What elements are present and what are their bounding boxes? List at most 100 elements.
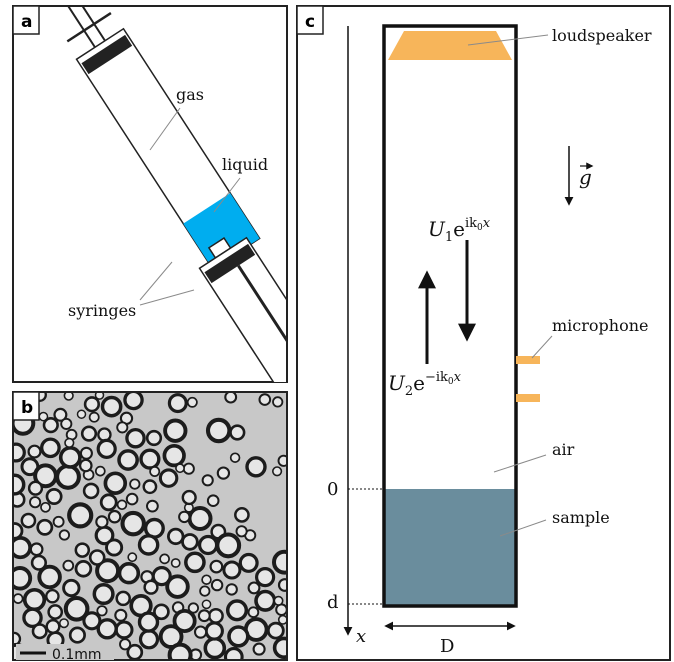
bubble: [235, 525, 248, 538]
bubble: [14, 593, 24, 604]
bubble: [33, 463, 58, 489]
bubble: [45, 488, 63, 505]
bubble: [97, 427, 112, 442]
bubble: [79, 446, 93, 460]
bubble: [210, 578, 224, 592]
bubble: [272, 636, 286, 659]
scale-bar-label: 0.1mm: [52, 647, 102, 662]
bubble: [272, 466, 283, 477]
bubble: [114, 620, 134, 640]
bubble: [100, 395, 123, 418]
bubble: [31, 623, 48, 640]
bubble: [186, 396, 198, 408]
bubble: [193, 625, 208, 639]
bubble: [37, 564, 62, 590]
bubble: [58, 529, 71, 541]
bubble: [88, 549, 106, 566]
bubble: [67, 502, 94, 529]
width-label: D: [440, 636, 454, 657]
bubble: [27, 444, 42, 459]
bubble: [209, 559, 224, 574]
bubble: [146, 499, 159, 513]
bubble: [119, 638, 132, 651]
label-microphone: microphone: [552, 316, 648, 335]
bubble: [247, 606, 260, 619]
bubble: [224, 393, 238, 404]
bubble: [45, 588, 60, 604]
bubble: [14, 473, 26, 496]
bubble: [82, 482, 100, 500]
panel-c-frame: [296, 5, 671, 661]
bubble: [62, 578, 81, 598]
bubble: [145, 429, 163, 447]
microphone-2: [516, 394, 540, 402]
bubble: [74, 542, 91, 558]
bubble: [125, 492, 139, 506]
bubble: [143, 579, 159, 595]
bubble: [187, 602, 199, 614]
bubble: [114, 608, 128, 622]
bubble: [42, 417, 59, 434]
bubble: [153, 603, 170, 621]
bubble: [52, 515, 65, 528]
impedance-tube: [382, 24, 518, 608]
bubble: [234, 507, 250, 523]
bubble: [198, 534, 219, 556]
label-air: air: [552, 440, 575, 459]
bubble: [96, 605, 108, 617]
bubble: [117, 561, 141, 585]
bubble: [201, 599, 212, 610]
bubble: [64, 437, 75, 449]
bubble: [58, 618, 69, 629]
bubble: [178, 510, 191, 524]
bubble: [99, 493, 118, 512]
bubble: [20, 512, 37, 529]
axis-d-label: d: [327, 592, 339, 613]
x-axis-label: x: [356, 626, 366, 647]
bubble: [14, 522, 24, 540]
bubble: [272, 396, 284, 408]
bubble: [184, 551, 206, 574]
bubble: [117, 449, 139, 471]
bubble: [165, 574, 190, 599]
bubble: [205, 417, 232, 444]
bubble: [172, 609, 197, 634]
bubble: [27, 480, 44, 496]
panel-b-letter: b: [21, 398, 33, 418]
bubble: [80, 425, 98, 442]
bubble: [76, 409, 87, 419]
bubble: [167, 393, 188, 414]
bubble-field: [14, 393, 286, 659]
panel-a: gas liquid syringes a: [12, 5, 288, 383]
bubble: [203, 636, 227, 659]
bubble: [62, 559, 75, 572]
bubble: [163, 418, 188, 443]
bubble: [126, 643, 144, 659]
bubble: [94, 393, 105, 400]
bubble: [116, 421, 129, 434]
bubble: [138, 629, 160, 650]
leader-loudspeaker: [467, 34, 549, 46]
loudspeaker: [388, 31, 512, 60]
panel-c: c x loudspeaker microphone air sample g …: [296, 5, 671, 661]
bubble: [96, 618, 118, 640]
bubble: [255, 566, 276, 588]
bubble: [258, 393, 272, 406]
bubble: [74, 559, 93, 578]
bubble: [129, 478, 141, 490]
incident-wave-label: U1eik0x: [428, 216, 491, 245]
bubble: [29, 542, 44, 557]
bubble: [167, 642, 193, 659]
bubble: [223, 647, 244, 659]
microphone-1: [516, 356, 540, 364]
bubble: [175, 463, 185, 474]
axis-zero-label: 0: [327, 479, 338, 500]
bubble: [182, 462, 195, 475]
bubble: [207, 607, 224, 624]
bubble: [216, 466, 231, 480]
bubble: [277, 454, 286, 467]
bubble: [47, 604, 64, 620]
label-gas: gas: [176, 85, 204, 104]
bubble: [149, 466, 161, 477]
